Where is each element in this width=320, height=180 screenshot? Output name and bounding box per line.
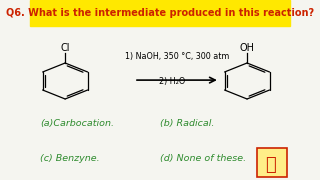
Text: 2) H₂O: 2) H₂O xyxy=(159,76,185,86)
Text: (b) Radical.: (b) Radical. xyxy=(160,119,214,128)
Text: (d) None of these.: (d) None of these. xyxy=(160,154,246,163)
FancyBboxPatch shape xyxy=(258,148,287,177)
Text: (c) Benzyne.: (c) Benzyne. xyxy=(40,154,100,163)
Text: 卐: 卐 xyxy=(265,156,276,174)
FancyBboxPatch shape xyxy=(30,0,290,26)
Text: Cl: Cl xyxy=(60,43,70,53)
Text: (a)Carbocation.: (a)Carbocation. xyxy=(40,119,115,128)
Text: 1) NaOH, 350 °C, 300 atm: 1) NaOH, 350 °C, 300 atm xyxy=(125,52,229,61)
Text: Q6. What is the intermediate produced in this reaction?: Q6. What is the intermediate produced in… xyxy=(6,8,314,18)
Text: OH: OH xyxy=(240,43,254,53)
